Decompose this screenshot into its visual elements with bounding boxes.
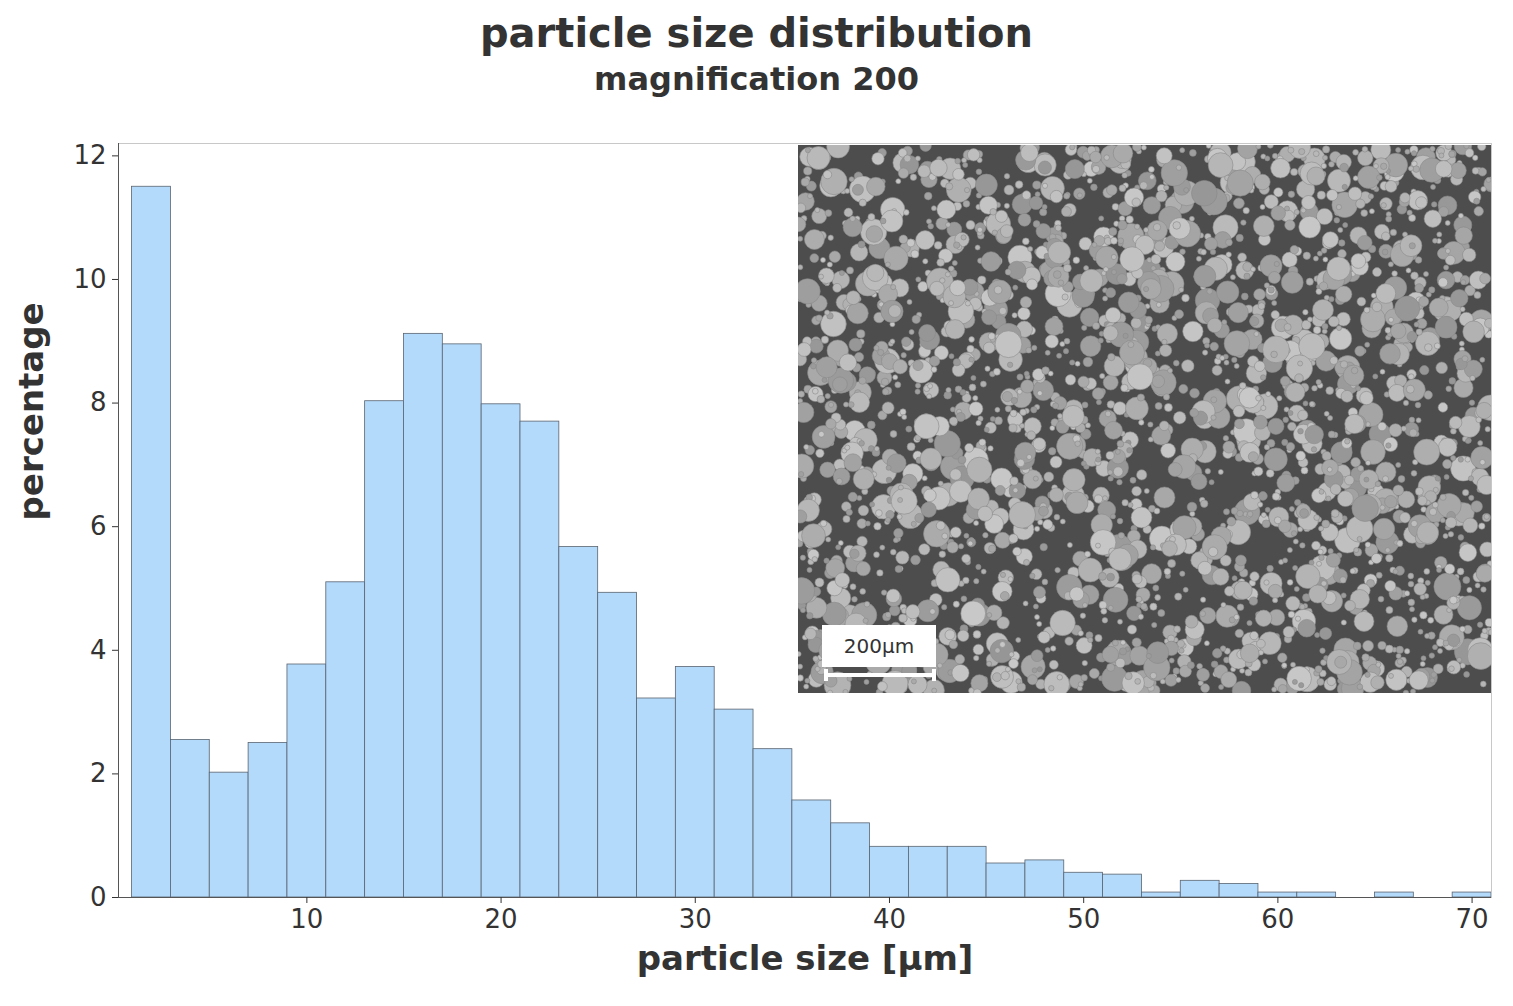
svg-text:2: 2: [90, 758, 107, 788]
svg-text:10: 10: [73, 264, 106, 294]
svg-text:50: 50: [1067, 904, 1100, 934]
svg-text:70: 70: [1456, 904, 1489, 934]
svg-text:20: 20: [485, 904, 518, 934]
svg-text:particle size [µm]: particle size [µm]: [637, 938, 974, 978]
svg-text:30: 30: [679, 904, 712, 934]
svg-text:0: 0: [90, 882, 107, 912]
svg-text:10: 10: [290, 904, 323, 934]
svg-text:200µm: 200µm: [844, 634, 914, 658]
html-text:particle size distribution: particle size distribution: [479, 10, 1034, 56]
html-text:magnification 200: magnification 200: [594, 60, 919, 98]
svg-text:40: 40: [873, 904, 906, 934]
svg-text:60: 60: [1261, 904, 1294, 934]
svg-text:12: 12: [73, 140, 106, 170]
svg-text:4: 4: [90, 635, 107, 665]
svg-text:8: 8: [90, 387, 107, 417]
svg-text:6: 6: [90, 511, 107, 541]
svg-text:percentage: percentage: [11, 302, 51, 520]
